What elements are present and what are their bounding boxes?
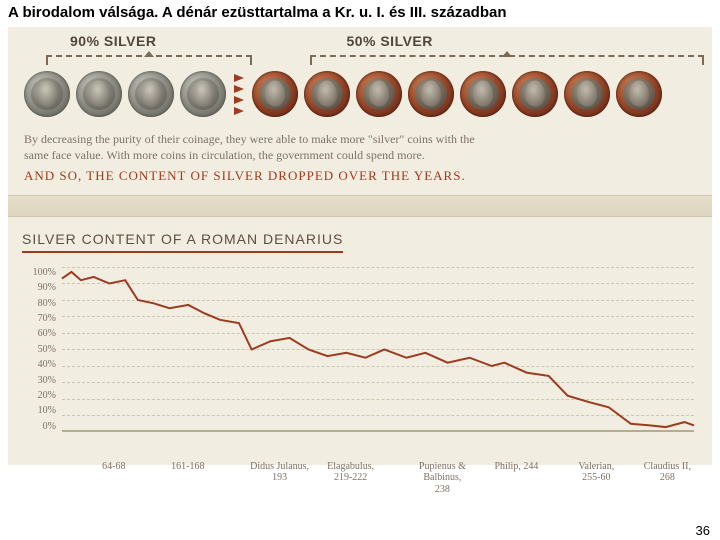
y-tick-label: 10% bbox=[38, 405, 56, 416]
bronze-coin bbox=[564, 71, 610, 117]
y-tick-label: 50% bbox=[38, 344, 56, 355]
bronze-coin bbox=[408, 71, 454, 117]
silver-coin-group bbox=[24, 71, 226, 117]
silver-coin bbox=[180, 71, 226, 117]
line-series bbox=[62, 267, 694, 432]
y-tick-label: 0% bbox=[43, 421, 56, 432]
x-tick-label: Pupienus &Balbinus,238 bbox=[419, 461, 466, 496]
caption-highlight: AND SO, THE CONTENT OF SILVER DROPPED OV… bbox=[24, 167, 696, 185]
bracket-right bbox=[310, 55, 704, 65]
x-tick-label: Valerian,255-60 bbox=[578, 461, 614, 484]
section-divider bbox=[8, 195, 712, 217]
arrow-right-icon bbox=[234, 85, 244, 93]
y-tick-label: 60% bbox=[38, 328, 56, 339]
y-tick-label: 40% bbox=[38, 359, 56, 370]
y-tick-label: 70% bbox=[38, 313, 56, 324]
x-tick-label: 161-168 bbox=[171, 461, 204, 473]
bronze-coin bbox=[512, 71, 558, 117]
label-90-silver: 90% SILVER bbox=[70, 33, 156, 49]
silver-coin bbox=[24, 71, 70, 117]
page-number: 36 bbox=[696, 523, 710, 538]
silver-coin bbox=[76, 71, 122, 117]
y-tick-label: 20% bbox=[38, 390, 56, 401]
y-tick-label: 90% bbox=[38, 282, 56, 293]
coin-infographic: 90% SILVER 50% SILVER By decreasing the … bbox=[8, 27, 712, 195]
chart-title: SILVER CONTENT OF A ROMAN DENARIUS bbox=[22, 231, 343, 253]
x-tick-label: Philip, 244 bbox=[494, 461, 538, 473]
plot-wrap: 64-68161-168Didus Julanus,193Elagabulus,… bbox=[62, 261, 698, 459]
caption: By decreasing the purity of their coinag… bbox=[24, 131, 696, 185]
plot bbox=[62, 267, 694, 432]
y-tick-label: 100% bbox=[33, 267, 56, 278]
caption-line2: same face value. With more coins in circ… bbox=[24, 147, 696, 163]
y-axis: 100% 90% 80% 70% 60% 50% 40% 30% 20% 10% 0% bbox=[22, 267, 62, 432]
x-tick-label: Claudius II,268 bbox=[644, 461, 691, 484]
bronze-coin bbox=[460, 71, 506, 117]
arrow-right-icon bbox=[234, 107, 244, 115]
x-axis-baseline bbox=[62, 430, 694, 432]
x-tick-label: 64-68 bbox=[102, 461, 125, 473]
chart-area: 100% 90% 80% 70% 60% 50% 40% 30% 20% 10% 0% 64-681… bbox=[22, 261, 698, 459]
bronze-coin bbox=[356, 71, 402, 117]
x-tick-label: Elagabulus,219-222 bbox=[327, 461, 374, 484]
caption-line1: By decreasing the purity of their coinag… bbox=[24, 131, 696, 147]
bracket-row bbox=[24, 55, 696, 69]
chart-section: SILVER CONTENT OF A ROMAN DENARIUS 100% 9… bbox=[8, 217, 712, 465]
y-tick-label: 80% bbox=[38, 298, 56, 309]
bronze-coin-group bbox=[252, 71, 662, 117]
page-title: A birodalom válsága. A dénár ezüsttartal… bbox=[0, 0, 720, 23]
coin-row bbox=[24, 71, 696, 117]
arrow-right-icon bbox=[234, 74, 244, 82]
y-tick-label: 30% bbox=[38, 375, 56, 386]
silver-coin bbox=[128, 71, 174, 117]
bracket-left bbox=[46, 55, 252, 65]
arrow-right-icon bbox=[234, 96, 244, 104]
label-50-silver: 50% SILVER bbox=[346, 33, 432, 49]
bronze-coin bbox=[252, 71, 298, 117]
bronze-coin bbox=[304, 71, 350, 117]
x-tick-label: Didus Julanus,193 bbox=[250, 461, 309, 484]
arrow-group bbox=[232, 74, 246, 115]
bronze-coin bbox=[616, 71, 662, 117]
